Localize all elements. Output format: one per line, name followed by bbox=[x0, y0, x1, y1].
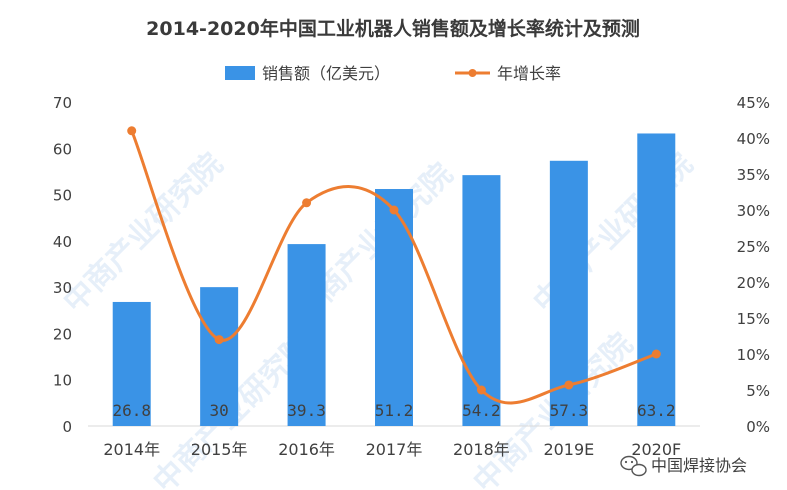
legend-bar-label: 销售额（亿美元） bbox=[262, 64, 390, 83]
growth-rate-point bbox=[651, 349, 661, 359]
bar-value-label: 51.2 bbox=[375, 401, 414, 420]
growth-rate-line bbox=[130, 129, 658, 405]
y-left-tick-label: 70 bbox=[53, 94, 72, 112]
x-tick-label: 2018年 bbox=[453, 440, 510, 459]
y-left-tick-label: 50 bbox=[53, 187, 72, 205]
y-right-tick-label: 25% bbox=[737, 238, 770, 256]
bar-value-label: 54.2 bbox=[462, 401, 501, 420]
y-left-tick-label: 0 bbox=[62, 418, 72, 436]
y-right-tick-label: 15% bbox=[737, 310, 770, 328]
y-left-tick-label: 40 bbox=[53, 233, 72, 251]
legend-bar-swatch bbox=[225, 66, 255, 80]
legend-line-label: 年增长率 bbox=[497, 64, 561, 83]
y-right-tick-label: 40% bbox=[737, 130, 770, 148]
x-tick-label: 2017年 bbox=[366, 440, 423, 459]
bar bbox=[637, 133, 676, 426]
growth-rate-point bbox=[564, 380, 574, 390]
y-right-tick-label: 35% bbox=[737, 166, 770, 184]
x-tick-label: 2015年 bbox=[191, 440, 248, 459]
bar bbox=[462, 175, 501, 426]
growth-rate-point bbox=[302, 198, 312, 208]
growth-rate-point bbox=[389, 205, 399, 215]
x-tick-label: 2014年 bbox=[103, 440, 160, 459]
bar-value-label: 57.3 bbox=[550, 401, 589, 420]
y-left-tick-label: 10 bbox=[53, 372, 72, 390]
y-left-tick-label: 60 bbox=[53, 140, 72, 158]
x-tick-label: 2020F bbox=[631, 440, 681, 459]
y-right-tick-label: 5% bbox=[746, 382, 770, 400]
bar-value-label: 63.2 bbox=[637, 401, 676, 420]
y-left-tick-label: 30 bbox=[53, 279, 72, 297]
y-right-tick-label: 20% bbox=[737, 274, 770, 292]
y-right-tick-label: 30% bbox=[737, 202, 770, 220]
y-left-tick-label: 20 bbox=[53, 325, 72, 343]
source-badge: 中国焊接协会 bbox=[620, 455, 747, 477]
legend: 销售额（亿美元） 年增长率 bbox=[225, 64, 561, 83]
bar bbox=[287, 244, 326, 426]
legend-line-marker bbox=[468, 69, 477, 77]
chart-title: 2014-2020年中国工业机器人销售额及增长率统计及预测 bbox=[146, 17, 640, 40]
bar-value-label: 30 bbox=[210, 401, 229, 420]
source-badge-text: 中国焊接协会 bbox=[651, 456, 747, 475]
bar-value-label: 39.3 bbox=[287, 401, 326, 420]
x-tick-label: 2016年 bbox=[278, 440, 335, 459]
y-right-tick-label: 0% bbox=[746, 418, 770, 436]
wechat-icon bbox=[620, 455, 647, 477]
plot-area: 0 10 20 30 40 50 60 70 0% 5% 10% 15% 20% 25% 30% 35% 40%… bbox=[53, 94, 770, 459]
bar-value-label: 26.8 bbox=[112, 401, 151, 420]
growth-rate-point bbox=[214, 335, 224, 345]
y-right-tick-label: 10% bbox=[737, 346, 770, 364]
x-tick-label: 2019E bbox=[543, 440, 594, 459]
bar bbox=[375, 189, 413, 426]
growth-rate-point bbox=[476, 385, 486, 395]
bar bbox=[112, 301, 151, 426]
bar bbox=[200, 287, 239, 426]
growth-rate-point bbox=[127, 126, 137, 136]
y-right-tick-label: 45% bbox=[737, 94, 770, 112]
